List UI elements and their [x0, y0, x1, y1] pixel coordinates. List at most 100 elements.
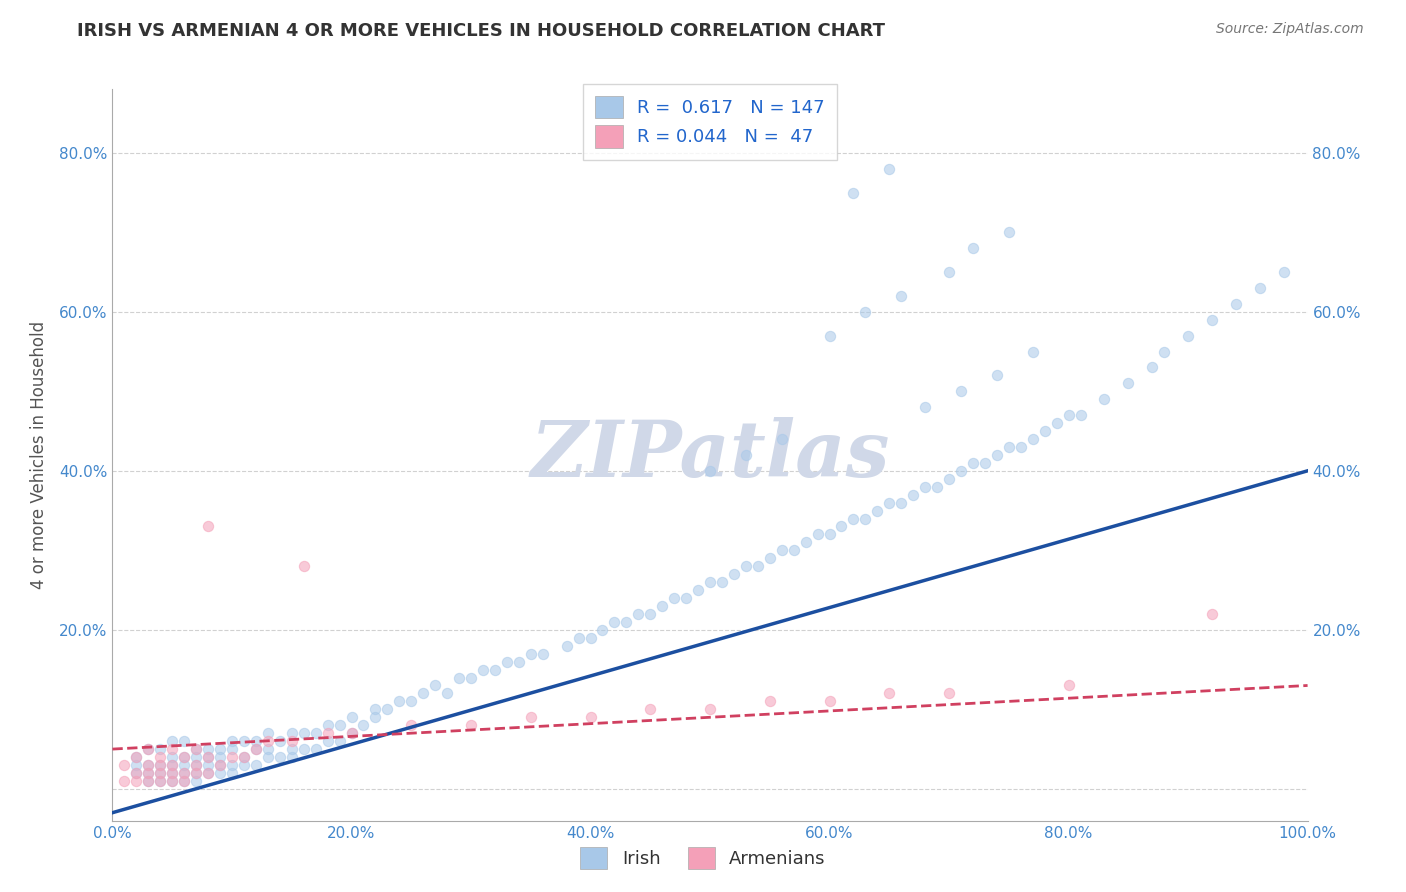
Point	[197, 742, 219, 756]
Point	[759, 694, 782, 708]
Point	[305, 742, 328, 756]
Point	[1057, 408, 1080, 422]
Point	[186, 766, 208, 780]
Point	[735, 559, 758, 574]
Point	[640, 702, 662, 716]
Point	[149, 758, 172, 772]
Point	[1033, 424, 1056, 438]
Point	[855, 511, 877, 525]
Text: IRISH VS ARMENIAN 4 OR MORE VEHICLES IN HOUSEHOLD CORRELATION CHART: IRISH VS ARMENIAN 4 OR MORE VEHICLES IN …	[77, 22, 886, 40]
Point	[640, 607, 662, 621]
Point	[209, 750, 232, 764]
Point	[818, 527, 841, 541]
Point	[818, 328, 841, 343]
Point	[138, 758, 160, 772]
Point	[364, 702, 387, 716]
Point	[831, 519, 853, 533]
Point	[807, 527, 830, 541]
Point	[257, 742, 280, 756]
Point	[186, 742, 208, 756]
Point	[364, 710, 387, 724]
Point	[149, 773, 172, 788]
Point	[1201, 312, 1223, 326]
Point	[233, 758, 256, 772]
Point	[866, 503, 889, 517]
Point	[269, 750, 291, 764]
Point	[1201, 607, 1223, 621]
Point	[233, 750, 256, 764]
Point	[173, 766, 195, 780]
Point	[316, 718, 339, 732]
Point	[281, 726, 304, 740]
Point	[125, 750, 148, 764]
Point	[186, 773, 208, 788]
Point	[1094, 392, 1116, 407]
Point	[770, 432, 793, 446]
Point	[974, 456, 997, 470]
Point	[747, 559, 769, 574]
Point	[221, 750, 243, 764]
Point	[447, 671, 470, 685]
Point	[316, 726, 339, 740]
Point	[699, 702, 721, 716]
Point	[186, 758, 208, 772]
Point	[233, 734, 256, 748]
Point	[1249, 281, 1271, 295]
Point	[149, 773, 172, 788]
Point	[162, 758, 183, 772]
Point	[460, 718, 482, 732]
Point	[950, 384, 973, 399]
Point	[1057, 678, 1080, 692]
Text: Source: ZipAtlas.com: Source: ZipAtlas.com	[1216, 22, 1364, 37]
Point	[125, 766, 148, 780]
Point	[316, 734, 339, 748]
Point	[209, 758, 232, 772]
Point	[149, 766, 172, 780]
Point	[998, 225, 1021, 239]
Point	[855, 305, 877, 319]
Point	[186, 766, 208, 780]
Point	[412, 686, 434, 700]
Point	[162, 742, 183, 756]
Point	[329, 718, 352, 732]
Point	[460, 671, 482, 685]
Point	[914, 401, 936, 415]
Point	[162, 766, 183, 780]
Point	[114, 758, 135, 772]
Point	[149, 750, 172, 764]
Point	[699, 575, 721, 590]
Point	[162, 766, 183, 780]
Point	[818, 694, 841, 708]
Point	[914, 480, 936, 494]
Point	[162, 773, 183, 788]
Point	[209, 766, 232, 780]
Point	[711, 575, 734, 590]
Point	[173, 750, 195, 764]
Point	[162, 773, 183, 788]
Point	[1153, 344, 1175, 359]
Point	[186, 750, 208, 764]
Y-axis label: 4 or more Vehicles in Household: 4 or more Vehicles in Household	[30, 321, 48, 589]
Point	[555, 639, 578, 653]
Point	[627, 607, 650, 621]
Point	[197, 750, 219, 764]
Point	[1010, 440, 1032, 454]
Point	[603, 615, 626, 629]
Point	[472, 663, 495, 677]
Point	[794, 535, 817, 549]
Point	[508, 655, 530, 669]
Point	[125, 758, 148, 772]
Point	[257, 734, 280, 748]
Point	[377, 702, 399, 716]
Point	[138, 766, 160, 780]
Point	[879, 495, 901, 509]
Point	[209, 758, 232, 772]
Point	[186, 742, 208, 756]
Point	[257, 726, 280, 740]
Point	[962, 241, 984, 255]
Point	[173, 773, 195, 788]
Point	[927, 480, 949, 494]
Point	[186, 758, 208, 772]
Point	[138, 766, 160, 780]
Point	[568, 631, 591, 645]
